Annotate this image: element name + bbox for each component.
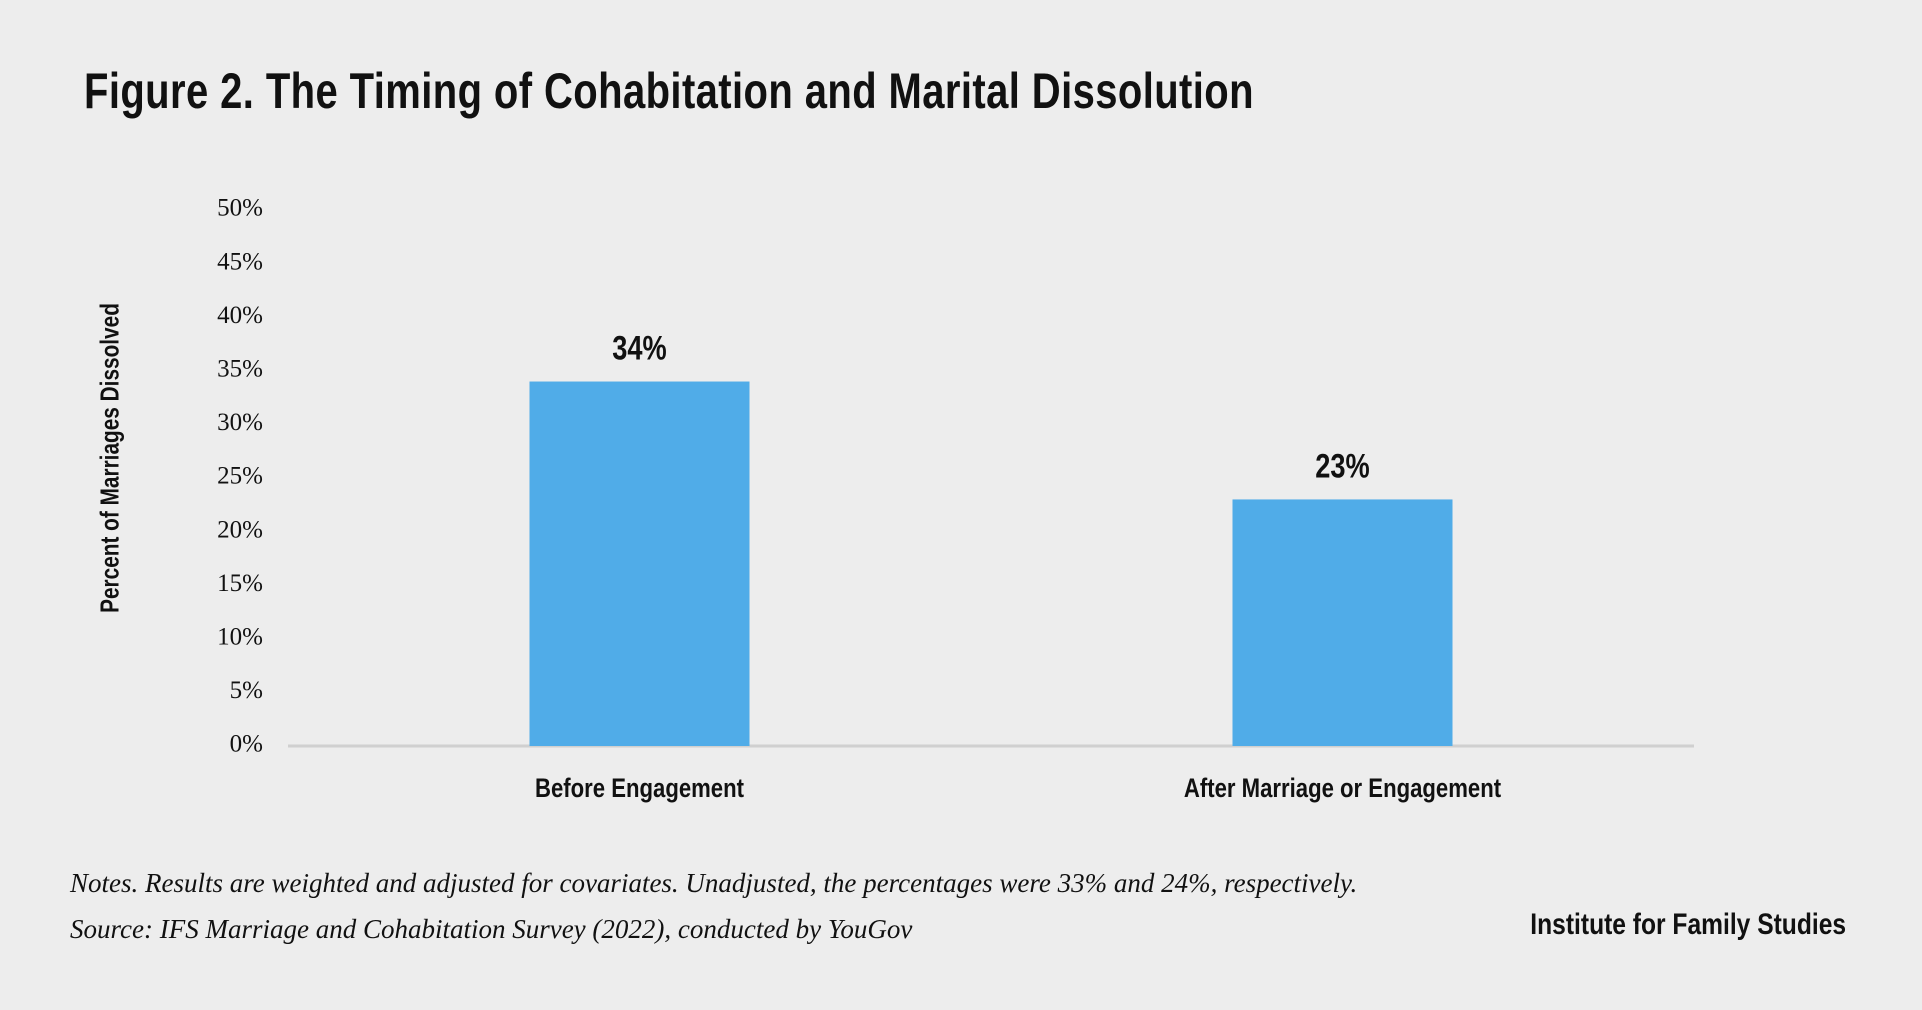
y-tick-label: 5% (230, 677, 263, 704)
y-tick-label: 45% (217, 248, 263, 275)
y-tick-label: 20% (217, 516, 263, 543)
y-tick-label: 35% (217, 356, 263, 383)
y-tick-label: 25% (217, 463, 263, 490)
bar-chart: 0% 5% 10% 15% 20% 25% 30% 35% 40% 45% 50% 34% Before… (217, 195, 1694, 804)
brand-label: Institute for Family Studies (1530, 908, 1846, 941)
chart-notes: Notes. Results are weighted and adjusted… (70, 868, 1358, 898)
y-tick-label: 50% (217, 195, 263, 222)
chart-source: Source: IFS Marriage and Cohabitation Su… (70, 914, 913, 944)
bar (529, 381, 750, 746)
bar (1232, 499, 1453, 746)
y-tick-label: 30% (217, 409, 263, 436)
data-label: 23% (1315, 447, 1369, 486)
y-tick-label: 10% (217, 624, 263, 651)
y-tick-label: 15% (217, 570, 263, 597)
x-category-label: Before Engagement (535, 774, 744, 804)
data-label: 34% (612, 329, 666, 368)
y-tick-label: 40% (217, 302, 263, 329)
x-category-label: After Marriage or Engagement (1184, 774, 1501, 804)
chart-title: Figure 2. The Timing of Cohabitation and… (84, 63, 1254, 119)
y-tick-label: 0% (230, 731, 263, 758)
